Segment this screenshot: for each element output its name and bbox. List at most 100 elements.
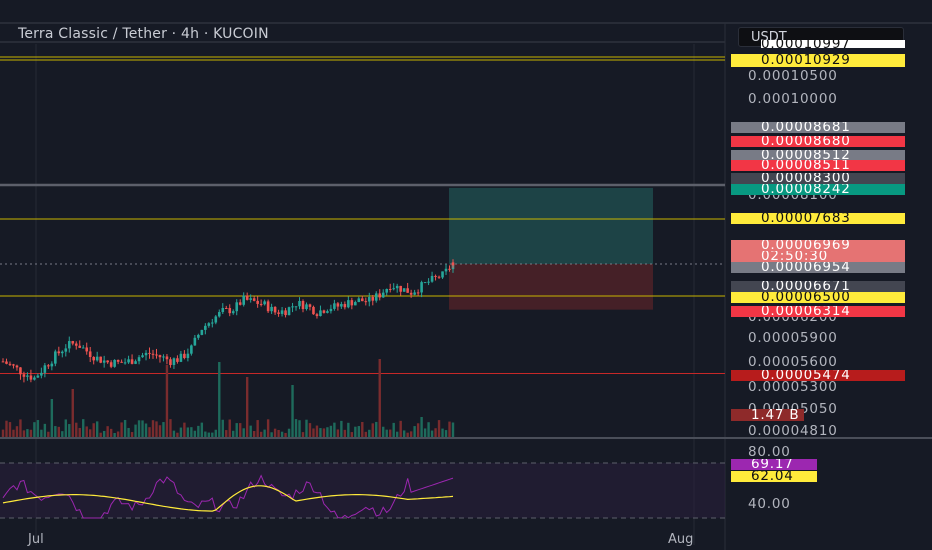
volume-bar (235, 423, 238, 437)
volume-bar (116, 431, 120, 437)
volume-bar (78, 427, 81, 437)
candle-body (263, 301, 266, 305)
candle-body (333, 303, 336, 309)
candle-body (388, 288, 392, 290)
volume-bar (183, 422, 186, 437)
volume-bar (47, 431, 50, 437)
candle-body (179, 353, 183, 362)
candle-body (200, 329, 204, 335)
candle-body (137, 357, 141, 362)
price-tag: 0.00006671 (731, 281, 905, 292)
price-tag: 0.00008512 (731, 150, 905, 161)
volume-bar (333, 422, 336, 437)
volume-bar (357, 426, 361, 437)
volume-bar (106, 426, 109, 437)
candle-body (413, 292, 416, 295)
price-tag: 0.00006500 (731, 292, 905, 303)
volume-bar (245, 377, 249, 437)
candle-body (74, 343, 78, 346)
rsi-line (2, 474, 454, 519)
candle-body (277, 312, 280, 314)
candle-body (151, 353, 155, 355)
volume-bar (263, 429, 266, 437)
volume-bar (109, 428, 113, 437)
candle-body (340, 304, 343, 307)
price-tag: 0.00007683 (731, 213, 905, 224)
volume-bar (186, 427, 190, 437)
volume-bar (364, 431, 367, 437)
volume-bar (130, 432, 134, 437)
volume-bars (1, 359, 455, 437)
volume-bar (71, 389, 74, 437)
candle-body (364, 301, 368, 303)
volume-bar (179, 427, 183, 437)
candle-body (78, 345, 82, 348)
volume-bar (347, 422, 350, 437)
candle-body (312, 306, 315, 315)
volume-bar (298, 420, 301, 437)
price-tag: 0.00010929 (731, 54, 905, 67)
candle-body (155, 354, 158, 356)
candle-body (214, 316, 218, 323)
volume-bar (308, 423, 312, 437)
volume-bar (68, 424, 71, 437)
candle-body (221, 307, 225, 313)
candle-body (343, 304, 347, 308)
candle-body (61, 351, 64, 354)
candle-body (54, 351, 57, 364)
candle-body (322, 310, 326, 313)
candle-body (305, 304, 308, 310)
candle-body (287, 307, 291, 316)
volume-bar (61, 431, 64, 437)
candle-body (381, 292, 385, 298)
candle-body (67, 341, 71, 349)
candle-body (406, 288, 409, 293)
volume-bar (64, 419, 67, 437)
volume-bar (92, 423, 95, 437)
volume-bar (420, 417, 423, 437)
candle-body (420, 282, 423, 293)
volume-bar (305, 419, 308, 437)
candle-body (165, 356, 169, 360)
volume-bar (389, 429, 392, 437)
candle-body (308, 304, 312, 307)
volume-bar (385, 429, 388, 437)
volume-bar (221, 419, 224, 437)
volume-bar (232, 430, 235, 437)
volume-bar (329, 425, 333, 437)
candle-body (116, 359, 120, 362)
volume-bar (95, 421, 99, 437)
candle-body (367, 297, 371, 302)
candle-body (64, 348, 68, 352)
volume-bar (193, 430, 197, 437)
candle-body (43, 365, 47, 373)
volume-bar (200, 422, 204, 437)
candle-body (284, 310, 287, 316)
candle-body (176, 358, 179, 362)
volume-bar (204, 431, 207, 437)
volume-bar (336, 429, 340, 437)
volume-bar (155, 421, 158, 437)
candle-body (326, 311, 329, 313)
volume-bar (120, 422, 123, 437)
volume-bar (413, 426, 416, 437)
candle-body (298, 301, 301, 307)
volume-bar (354, 426, 357, 437)
candle-body (172, 358, 176, 365)
candle-body (434, 275, 437, 277)
volume-bar (291, 385, 294, 437)
volume-bar (378, 359, 381, 437)
volume-bar (252, 431, 256, 437)
volume-bar (270, 432, 273, 437)
volume-bar (57, 426, 61, 437)
volume-bar (315, 425, 319, 437)
rsi-axis-tick: 80.00 (748, 444, 791, 460)
candle-body (448, 268, 451, 270)
candle-body (88, 351, 92, 357)
candle-body (162, 356, 165, 358)
candle-body (259, 303, 263, 305)
volume-bar (242, 428, 245, 437)
volume-bar (43, 423, 47, 437)
candle-body (106, 360, 109, 363)
